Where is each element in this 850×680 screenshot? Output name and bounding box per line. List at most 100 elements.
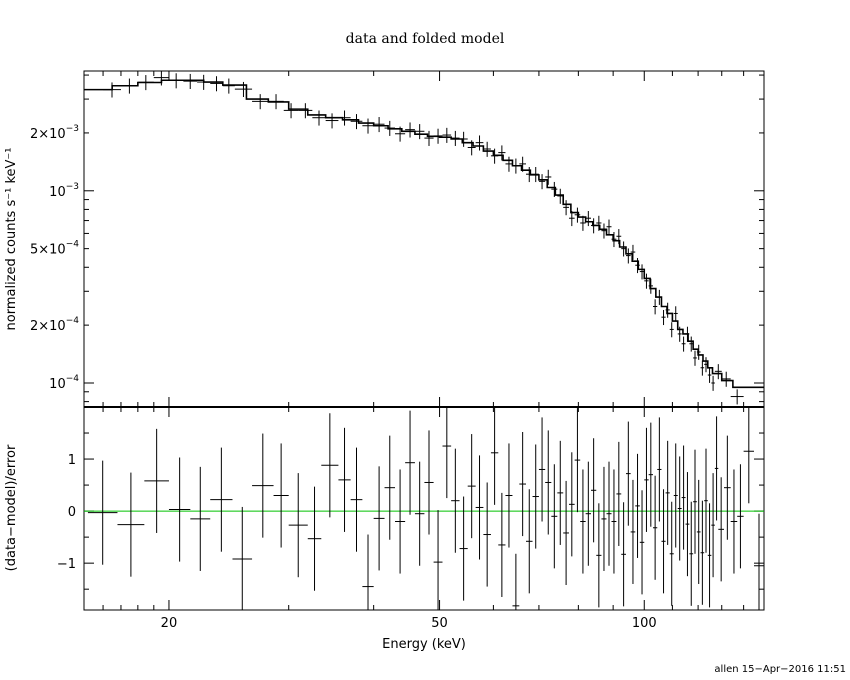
data-point [252, 94, 269, 110]
data-point [652, 299, 658, 315]
residual-point [490, 407, 499, 505]
data-point [312, 110, 326, 126]
data-point [681, 336, 686, 352]
data-point [568, 211, 575, 227]
residual-point [519, 431, 526, 537]
data-point [657, 289, 662, 305]
residual-point [635, 453, 640, 558]
residual-point [585, 461, 592, 566]
residual-point [551, 464, 558, 569]
residual-point [168, 457, 191, 562]
x-tick-label: 50 [431, 616, 448, 631]
residual-point [696, 479, 701, 584]
data-point [696, 344, 701, 360]
data-point [665, 302, 670, 318]
data-point [168, 73, 184, 89]
data-point [505, 156, 513, 172]
residual-point [414, 461, 425, 566]
data-point [424, 130, 434, 146]
top-axis-ticks: 10−4 2×10−4 5×10−4 10−3 2×10−3 [30, 71, 765, 407]
residual-point [714, 416, 719, 521]
residual-point [307, 486, 322, 591]
residual-point [574, 408, 581, 513]
data-point [611, 231, 617, 248]
data-point [512, 158, 520, 174]
residual-point [117, 472, 145, 577]
residual-point [753, 513, 764, 610]
data-point [714, 364, 722, 380]
data-point [451, 130, 460, 146]
residual-point [459, 496, 468, 601]
residual-point [568, 452, 575, 557]
bottom-frame [83, 406, 765, 611]
residual-point [338, 427, 351, 532]
data-point [601, 223, 607, 239]
data-point [673, 306, 678, 322]
data-point [669, 322, 674, 338]
data-point [103, 82, 121, 98]
residual-point [648, 422, 653, 527]
residual-point [362, 534, 374, 610]
data-point [730, 389, 744, 405]
residual-points [87, 407, 764, 610]
data-point [137, 75, 154, 91]
residual-point [591, 438, 597, 543]
residual-point [669, 501, 674, 606]
residual-point [210, 447, 233, 552]
model-step-line [84, 79, 764, 389]
data-point [210, 76, 223, 92]
residual-point [616, 441, 622, 546]
data-point [606, 219, 612, 235]
residual-point [87, 460, 118, 565]
residual-point [689, 501, 694, 606]
data-point [721, 371, 731, 387]
data-point [591, 218, 597, 234]
residual-point [711, 473, 715, 578]
data-point [704, 357, 708, 373]
y-tick-label: 10−4 [49, 374, 79, 392]
residual-point [373, 466, 385, 571]
data-point [532, 166, 539, 183]
bottom-axis-ticks: 20 50 100 1 0 −1 [57, 407, 765, 631]
y-tick-label: 10−3 [49, 182, 79, 200]
data-point [120, 78, 138, 94]
data-point [630, 244, 636, 260]
residual-point [580, 469, 586, 574]
residual-point [611, 469, 617, 574]
residual-point [700, 500, 705, 605]
y-tick-label: 2×10−4 [30, 316, 79, 334]
residual-point [737, 464, 744, 569]
data-point [483, 141, 491, 157]
data-point [197, 74, 211, 90]
residual-point [190, 466, 211, 571]
data-point [338, 110, 351, 126]
residual-point [405, 410, 415, 515]
chart-title: data and folded model [346, 31, 505, 47]
residual-point [144, 428, 169, 533]
residual-point [685, 472, 690, 577]
data-points [103, 71, 744, 405]
y-tick-label: 0 [68, 505, 76, 520]
bottom-y-axis-label: (data−model)/error [4, 444, 19, 571]
data-point [644, 273, 649, 289]
data-point [639, 264, 645, 280]
data-point [153, 71, 169, 86]
x-tick-label: 20 [161, 616, 178, 631]
residual-point [505, 443, 513, 548]
residual-point [681, 445, 686, 550]
data-point [563, 200, 569, 216]
residual-point [538, 417, 546, 522]
residual-point [665, 440, 670, 545]
residual-point [596, 503, 602, 608]
data-point [519, 156, 526, 172]
residual-point [467, 434, 476, 539]
data-point [183, 73, 198, 90]
data-point [700, 360, 705, 376]
data-point [711, 375, 715, 391]
residual-point [475, 455, 484, 560]
data-point [325, 113, 339, 129]
residual-point [677, 456, 682, 561]
data-point [616, 229, 622, 245]
residual-point [442, 407, 452, 499]
residual-point [693, 449, 697, 554]
